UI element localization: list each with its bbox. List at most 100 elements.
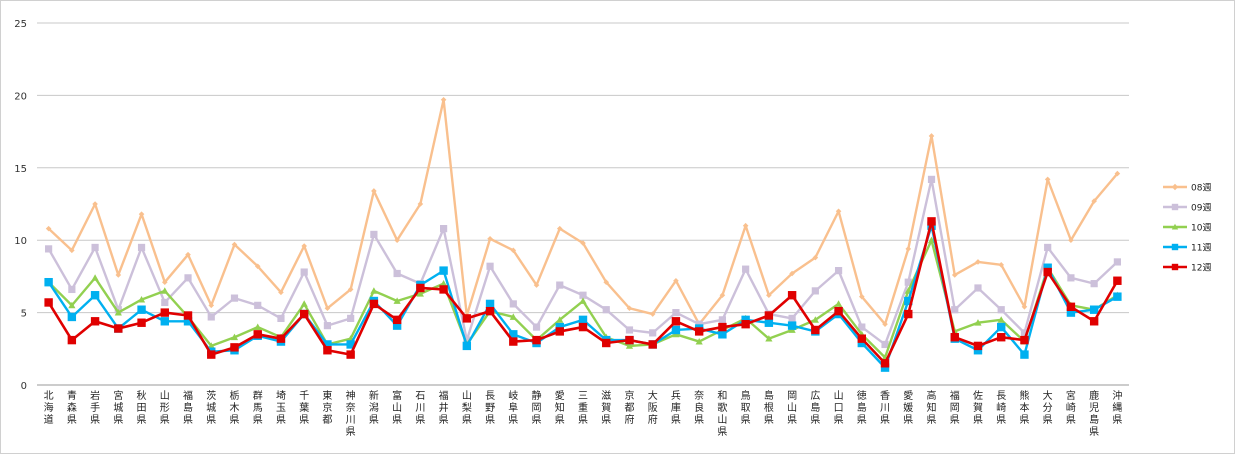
data-point <box>904 278 912 286</box>
x-tick-label: 静岡県 <box>532 389 542 426</box>
data-point <box>277 314 285 322</box>
x-tick-label: 東京都 <box>322 389 332 426</box>
data-point <box>392 315 402 325</box>
data-point <box>509 337 518 346</box>
x-tick-label: 神奈川県 <box>346 389 356 438</box>
x-tick-label: 長崎県 <box>996 390 1006 426</box>
legend-marker <box>1171 203 1179 211</box>
data-point <box>625 342 634 349</box>
x-tick-label: 宮崎県 <box>1066 389 1076 426</box>
x-tick-label: 北海道 <box>44 390 54 426</box>
x-tick-label: 愛媛県 <box>903 389 913 426</box>
data-point <box>532 323 541 331</box>
data-point <box>881 340 889 349</box>
data-point <box>371 188 377 194</box>
data-point <box>44 298 53 307</box>
data-point <box>463 336 471 344</box>
data-point <box>160 317 169 326</box>
data-point <box>369 299 379 309</box>
data-point <box>509 330 518 339</box>
x-tick-label: 佐賀県 <box>973 390 983 426</box>
x-tick-label: 栃木県 <box>229 389 239 426</box>
data-point <box>462 341 472 351</box>
data-point <box>1020 350 1029 359</box>
data-point <box>92 201 98 207</box>
x-tick-label: 香川県 <box>880 390 890 426</box>
data-point <box>556 225 563 232</box>
data-point <box>392 321 402 330</box>
data-point <box>1043 263 1052 272</box>
data-point <box>487 235 493 242</box>
series-1 <box>45 96 1121 327</box>
x-tick-label: 茨城県 <box>206 389 216 426</box>
data-point <box>299 309 309 319</box>
gridlines <box>37 22 1129 386</box>
data-point <box>114 324 123 333</box>
data-point <box>764 318 774 327</box>
data-point <box>231 241 238 248</box>
data-point <box>161 298 169 307</box>
data-point <box>951 272 958 278</box>
legend-label: 11週 <box>1191 243 1211 254</box>
data-point <box>1066 302 1076 312</box>
data-point <box>766 292 772 299</box>
data-point <box>370 287 378 294</box>
data-point <box>602 306 610 314</box>
data-point <box>695 337 703 345</box>
data-point <box>254 301 262 309</box>
data-point <box>1113 258 1121 266</box>
data-point <box>323 322 332 330</box>
data-point <box>974 319 982 326</box>
data-point <box>393 297 401 304</box>
y-tick-label: 10 <box>14 236 27 247</box>
data-point <box>741 319 750 329</box>
data-point <box>207 350 216 359</box>
data-point <box>462 314 472 323</box>
data-point <box>974 284 982 292</box>
data-point <box>509 313 517 320</box>
data-point <box>68 285 76 294</box>
data-point <box>626 305 633 312</box>
legend-label: 09週 <box>1191 203 1211 214</box>
data-point <box>1068 237 1074 243</box>
data-point <box>161 279 168 285</box>
data-point <box>904 296 913 306</box>
data-point <box>787 321 797 330</box>
data-point <box>1089 305 1099 314</box>
data-point <box>718 316 727 324</box>
data-point <box>555 322 564 332</box>
x-tick-label: 奈良県 <box>694 389 704 426</box>
data-point <box>625 326 634 334</box>
y-tick-label: 5 <box>21 309 27 320</box>
x-tick-label: 福井県 <box>439 389 449 426</box>
x-tick-label: 鳥取県 <box>741 389 751 426</box>
data-point <box>927 217 936 226</box>
x-tick-label: 青森県 <box>67 389 77 426</box>
data-point <box>580 240 586 246</box>
data-point <box>254 323 262 330</box>
x-tick-label: 熊本県 <box>1019 389 1029 426</box>
data-point <box>1114 170 1121 177</box>
data-point <box>278 289 284 296</box>
data-point <box>439 266 448 275</box>
data-point <box>719 292 726 299</box>
data-point <box>1020 329 1029 337</box>
series-line <box>47 98 1119 326</box>
legend-item: 08週 <box>1163 183 1211 194</box>
legend-marker <box>1171 183 1179 191</box>
data-point <box>579 297 587 304</box>
data-point <box>789 270 795 277</box>
x-tick-label: 山梨県 <box>462 390 472 426</box>
data-point <box>91 243 99 252</box>
data-point <box>811 316 819 323</box>
data-point <box>834 300 843 307</box>
data-point <box>811 325 820 335</box>
x-tick-label: 福島県 <box>183 389 193 426</box>
x-tick-label: 高知県 <box>927 389 937 426</box>
data-point <box>230 294 239 302</box>
data-point <box>1091 198 1097 204</box>
x-tick-label: 秋田県 <box>137 389 147 426</box>
data-point <box>904 309 913 319</box>
data-point <box>486 262 494 270</box>
data-point <box>346 340 355 349</box>
